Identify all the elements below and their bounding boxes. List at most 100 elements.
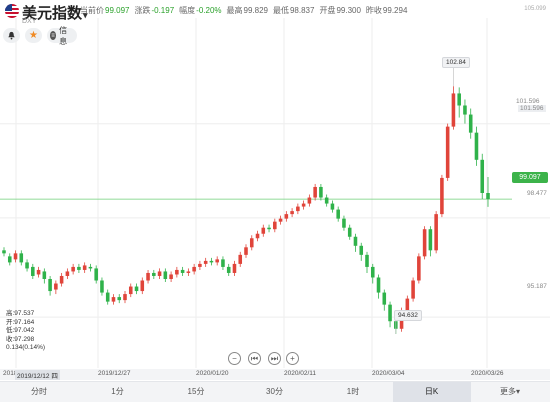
zoom-out-button[interactable]: − — [228, 352, 241, 365]
candle-body — [13, 253, 18, 260]
candle-body — [370, 266, 375, 278]
candle-body — [278, 218, 283, 222]
candle-body — [65, 271, 70, 276]
tab-2[interactable]: 15分 — [187, 387, 205, 396]
quote-stat-label: 幅度 — [179, 6, 196, 15]
quote-stat: 涨跌-0.197 — [134, 6, 174, 15]
quote-stat: 幅度-0.20% — [179, 6, 221, 15]
candle-body — [382, 292, 387, 305]
candle-body — [451, 93, 456, 127]
candle-body — [232, 263, 237, 273]
tab-3[interactable]: 30分 — [266, 387, 283, 396]
candle-body — [140, 280, 145, 292]
x-tick-label: 2020/01/20 — [196, 370, 229, 377]
candle-body — [480, 159, 485, 193]
candle-body — [198, 263, 202, 267]
candle-body — [301, 203, 306, 207]
scroll-end-button[interactable]: ⏭ — [268, 352, 281, 365]
candle-body — [123, 294, 127, 301]
quote-stat-value: -0.20% — [196, 6, 222, 15]
quote-stat-value: 99.829 — [243, 6, 268, 15]
candle-body — [255, 233, 260, 239]
candle-body — [203, 260, 208, 264]
candle-body — [82, 265, 87, 270]
candle-body — [244, 247, 248, 255]
candle-body — [54, 283, 58, 290]
candle-body — [359, 245, 364, 255]
quote-stat: 最高99.829 — [227, 6, 268, 15]
quote-stat: 开盘99.300 — [319, 6, 360, 15]
min-price-callout: 94.632 — [394, 310, 422, 321]
candle-body — [48, 278, 52, 292]
candle-body — [175, 269, 179, 275]
candle-body — [388, 304, 392, 322]
info-label: 信息 — [59, 25, 68, 46]
candle-body — [134, 286, 139, 292]
period-tabs: 分时 1分 15分 30分 1时 日K 更多▾ — [0, 381, 550, 402]
candle-body — [261, 227, 266, 234]
instrument-code: DXY — [22, 18, 37, 25]
candle-body — [128, 286, 133, 295]
candle-body — [290, 211, 294, 215]
candle-body — [7, 256, 12, 263]
scroll-start-button[interactable]: ⏮ — [248, 352, 261, 365]
candlestick-chart[interactable] — [0, 0, 550, 370]
candle-body — [36, 269, 41, 275]
candle-body — [146, 272, 150, 281]
instrument-selector[interactable]: 美元指数▾ — [22, 2, 88, 23]
candle-body — [422, 229, 427, 257]
tab-6[interactable]: 更多▾ — [499, 387, 520, 396]
candle-body — [417, 256, 421, 281]
candle-body — [152, 272, 156, 276]
candle-body — [25, 262, 29, 269]
candle-body — [31, 266, 35, 276]
x-tick-label: 2020/02/11 — [284, 370, 317, 377]
candle-body — [249, 238, 254, 248]
candle-body — [307, 197, 312, 204]
tab-0[interactable]: 分时 — [31, 387, 47, 396]
candle-body — [77, 266, 81, 270]
tab-5[interactable]: 日K — [392, 382, 471, 402]
quote-stat: 昨收99.294 — [366, 6, 407, 15]
x-tick-label: 2019/12/27 — [98, 370, 131, 377]
y-axis-label: 95.187 — [527, 283, 547, 290]
quote-stat-label: 开盘 — [319, 6, 336, 15]
candle-body — [313, 186, 317, 198]
x-tick-label-highlighted: 2019/12/12 四 — [15, 370, 60, 380]
y-axis-label: 101.596 — [518, 105, 546, 112]
favorite-button[interactable]: ★ — [25, 28, 42, 43]
x-tick-label: 2020/03/26 — [471, 370, 504, 377]
candle-body — [336, 209, 340, 219]
candle-body — [411, 280, 415, 299]
instrument-title: 美元指数 — [22, 5, 83, 22]
zoom-in-button[interactable]: + — [286, 352, 299, 365]
candle-body — [468, 114, 473, 133]
candle-body — [486, 193, 490, 200]
ohlc-high: 高:97.537 — [6, 310, 35, 317]
candle-body — [376, 277, 381, 293]
ohlc-readout: 高:97.537 开:97.164 低:97.042 收:97.298 0.13… — [6, 310, 45, 353]
quote-stat-label: 最高 — [226, 6, 243, 15]
candle-body — [42, 271, 47, 279]
bell-icon — [8, 31, 15, 40]
candle-body — [209, 260, 214, 263]
info-button[interactable]: ≡ 信息 — [47, 26, 77, 46]
candle-body — [169, 274, 173, 279]
y-axis-label: 101.596 — [516, 98, 540, 105]
candle-body — [111, 297, 116, 302]
candle-body — [71, 266, 75, 272]
candle-body — [474, 132, 479, 160]
candle-body — [215, 259, 219, 263]
candle-body — [284, 214, 289, 219]
candle-body — [19, 253, 24, 263]
candle-body — [457, 93, 461, 106]
quote-stat-value: 99.097 — [105, 6, 130, 15]
quote-stat-value: 99.300 — [336, 6, 361, 15]
ohlc-low: 低:97.042 — [6, 327, 35, 334]
list-icon: ≡ — [50, 31, 57, 40]
tab-1[interactable]: 1分 — [111, 387, 124, 396]
tab-4[interactable]: 1时 — [346, 387, 360, 396]
quote-stat-value: -0.197 — [151, 6, 175, 15]
ohlc-change: 0.134(0.14%) — [6, 344, 46, 351]
last-price-badge: 99.097 — [512, 172, 548, 183]
